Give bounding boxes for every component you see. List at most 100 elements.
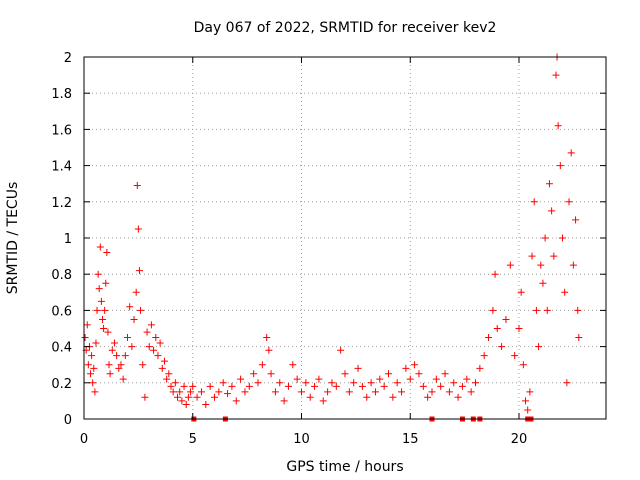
data-point bbox=[267, 370, 275, 378]
data-point bbox=[293, 375, 301, 383]
data-point bbox=[81, 334, 89, 342]
data-point bbox=[106, 370, 114, 378]
data-point bbox=[101, 306, 109, 314]
data-point bbox=[124, 334, 131, 342]
data-point bbox=[104, 328, 112, 336]
data-point bbox=[135, 267, 143, 275]
data-point bbox=[265, 346, 273, 354]
data-point bbox=[280, 397, 288, 405]
data-point bbox=[245, 382, 253, 390]
data-point bbox=[108, 346, 116, 354]
y-tick-label: 0 bbox=[64, 413, 72, 428]
data-point bbox=[143, 328, 151, 336]
data-point bbox=[237, 375, 245, 383]
data-point bbox=[526, 388, 534, 396]
y-tick-label: 1.6 bbox=[51, 123, 72, 138]
x-tick-labels: 0 5 10 15 20 bbox=[80, 432, 527, 447]
data-point bbox=[545, 180, 553, 188]
data-point bbox=[298, 388, 305, 396]
data-point bbox=[450, 379, 458, 387]
data-point bbox=[567, 149, 575, 157]
data-point bbox=[165, 370, 173, 378]
data-point bbox=[522, 397, 530, 405]
data-point bbox=[167, 382, 175, 390]
data-point bbox=[324, 388, 332, 396]
data-point bbox=[241, 388, 249, 396]
y-tick-label: 1.4 bbox=[51, 160, 72, 175]
data-point bbox=[110, 339, 118, 347]
y-axis-label: SRMTID / TECUs bbox=[5, 182, 21, 295]
data-point bbox=[532, 306, 540, 314]
chart-title: Day 067 of 2022, SRMTID for receiver kev… bbox=[194, 20, 497, 36]
data-point bbox=[437, 382, 445, 390]
data-point bbox=[371, 388, 379, 396]
data-point bbox=[519, 361, 527, 369]
data-point bbox=[419, 382, 427, 390]
data-point bbox=[105, 361, 113, 369]
x-tick-label: 10 bbox=[293, 432, 310, 447]
data-point bbox=[552, 71, 560, 79]
data-point bbox=[176, 388, 184, 396]
data-point bbox=[493, 325, 501, 332]
data-point bbox=[506, 261, 514, 269]
data-point bbox=[575, 334, 583, 342]
data-point bbox=[332, 382, 340, 390]
data-point bbox=[315, 375, 323, 383]
data-point bbox=[463, 375, 471, 383]
data-point bbox=[134, 225, 142, 233]
data-point bbox=[489, 306, 497, 314]
data-point bbox=[559, 234, 566, 242]
data-point bbox=[102, 279, 110, 287]
data-point bbox=[84, 361, 92, 369]
data-point bbox=[354, 364, 362, 372]
data-point bbox=[328, 379, 336, 387]
data-point bbox=[117, 361, 125, 369]
data-point bbox=[163, 375, 171, 383]
data-point bbox=[150, 346, 158, 354]
data-point bbox=[141, 393, 149, 401]
y-tick-label: 0.6 bbox=[51, 304, 72, 319]
data-point bbox=[389, 393, 397, 401]
data-point bbox=[174, 393, 182, 401]
data-point bbox=[524, 406, 532, 414]
data-point bbox=[276, 379, 284, 387]
data-point bbox=[517, 288, 525, 296]
data-point bbox=[91, 388, 99, 396]
data-point bbox=[415, 370, 423, 378]
data-point bbox=[424, 393, 432, 401]
data-point bbox=[548, 207, 556, 215]
data-point bbox=[184, 393, 192, 401]
data-point bbox=[160, 357, 168, 365]
x-tick-label: 5 bbox=[189, 432, 197, 447]
data-point bbox=[302, 379, 310, 387]
data-point bbox=[385, 370, 392, 378]
x-axis-label: GPS time / hours bbox=[286, 459, 403, 475]
data-point bbox=[232, 397, 240, 405]
data-point bbox=[337, 346, 345, 354]
data-point bbox=[115, 364, 123, 372]
data-point bbox=[550, 252, 558, 260]
data-point bbox=[119, 375, 127, 383]
data-point bbox=[133, 182, 141, 190]
data-point bbox=[182, 401, 190, 409]
data-point bbox=[358, 382, 366, 390]
data-point bbox=[498, 343, 506, 351]
data-point bbox=[485, 334, 493, 342]
data-point bbox=[215, 388, 223, 396]
data-point bbox=[93, 306, 101, 314]
data-point bbox=[319, 397, 327, 405]
data-point bbox=[441, 370, 449, 378]
data-point bbox=[156, 339, 164, 347]
x-tick-label: 15 bbox=[402, 432, 419, 447]
data-point bbox=[554, 122, 562, 130]
axis-ticks bbox=[83, 56, 606, 420]
data-point bbox=[480, 352, 488, 360]
data-point bbox=[95, 285, 103, 293]
data-point bbox=[98, 315, 106, 323]
x-tick-label: 0 bbox=[80, 432, 88, 447]
data-point bbox=[530, 198, 538, 206]
data-point bbox=[569, 261, 577, 269]
data-point bbox=[147, 321, 155, 329]
data-point bbox=[250, 370, 258, 378]
data-point bbox=[126, 303, 134, 311]
